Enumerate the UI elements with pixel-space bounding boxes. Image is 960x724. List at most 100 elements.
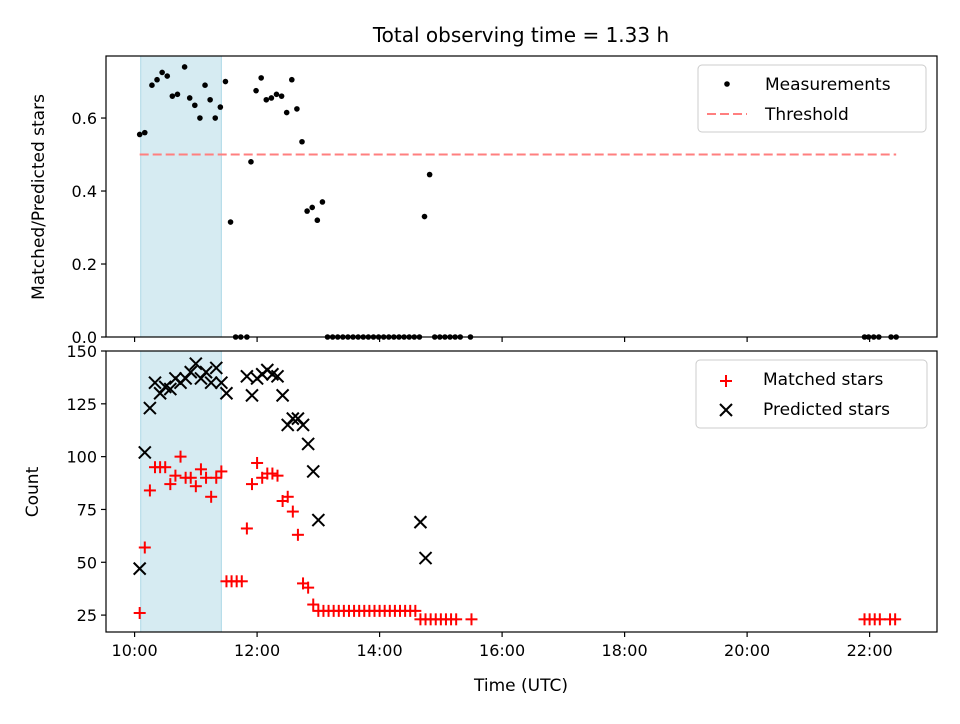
matched-point xyxy=(271,469,284,482)
matched-point xyxy=(215,465,228,478)
y-tick-label: 150 xyxy=(66,342,97,361)
predicted-point xyxy=(306,464,320,479)
measurement-point xyxy=(294,106,300,112)
matched-point xyxy=(164,478,177,491)
matched-point xyxy=(169,469,182,482)
y-tick-label: 0.0 xyxy=(72,328,97,347)
y-tick-label: 100 xyxy=(66,448,97,467)
matched-point xyxy=(143,484,156,497)
measurement-point xyxy=(217,104,224,110)
measurement-point xyxy=(169,93,176,99)
measurement-point xyxy=(263,96,270,103)
matched-point xyxy=(286,505,299,518)
predicted-point xyxy=(296,418,310,432)
top-y-axis: 0.0 0.2 0.4 0.6 xyxy=(72,109,106,347)
top-panel: 0.0 0.2 0.4 0.6 Total observing time = 1.33… xyxy=(29,23,938,347)
measurement-point xyxy=(222,78,229,85)
legend-predicted-icon xyxy=(719,403,733,417)
predicted-point xyxy=(219,386,234,400)
predicted-point xyxy=(132,561,147,576)
y-tick-label: 125 xyxy=(66,395,97,414)
measurement-point xyxy=(273,91,280,98)
predicted-point xyxy=(413,515,428,529)
legend-predicted-label: Predicted stars xyxy=(763,400,890,420)
measurement-point xyxy=(421,213,428,220)
x-tick-label: 20:00 xyxy=(724,641,770,660)
bottom-x-label: Time (UTC) xyxy=(473,676,568,696)
matched-point xyxy=(465,613,478,626)
matched-point xyxy=(205,490,218,503)
x-tick-label: 10:00 xyxy=(112,641,158,660)
predicted-point xyxy=(214,375,229,390)
matched-point xyxy=(251,456,264,469)
matched-point xyxy=(266,467,279,480)
predicted-point xyxy=(199,365,213,379)
measurement-point xyxy=(212,115,219,121)
measurement-point xyxy=(202,82,208,88)
legend-matched-icon xyxy=(720,375,732,387)
predicted-point xyxy=(418,551,433,565)
measurement-point xyxy=(141,129,148,136)
matched-point xyxy=(302,581,315,594)
top-shaded-span xyxy=(140,55,222,338)
top-legend: Measurements Threshold xyxy=(697,64,927,133)
legend-matched-label: Matched stars xyxy=(763,370,883,390)
y-tick-label: 75 xyxy=(77,500,97,519)
matched-point xyxy=(245,478,258,491)
measurement-point xyxy=(426,171,433,178)
measurement-point xyxy=(299,138,305,145)
top-y-label: Matched/Predicted stars xyxy=(29,94,49,300)
matched-point xyxy=(450,613,463,626)
measurement-point xyxy=(289,76,295,83)
matched-point xyxy=(138,541,151,554)
matched-point xyxy=(281,490,294,503)
predicted-point xyxy=(245,388,259,403)
matched-point xyxy=(235,575,248,588)
predicted-point xyxy=(204,375,218,390)
measurement-point xyxy=(309,204,316,211)
x-tick-label: 18:00 xyxy=(602,641,648,660)
measurement-point xyxy=(268,95,275,101)
top-legend-box xyxy=(697,64,927,133)
matched-point xyxy=(210,471,223,484)
y-tick-label: 0.6 xyxy=(72,109,97,128)
matched-point xyxy=(194,463,207,476)
matched-point xyxy=(159,461,172,474)
bottom-legend: Matched stars Predicted stars xyxy=(695,359,928,429)
predicted-point xyxy=(275,388,290,403)
legend-threshold-label: Threshold xyxy=(764,105,849,125)
predicted-point xyxy=(209,361,223,375)
predicted-point xyxy=(184,365,198,379)
y-tick-label: 25 xyxy=(77,606,97,625)
predicted-point xyxy=(138,445,152,460)
measurement-point xyxy=(278,93,285,99)
predicted-point xyxy=(286,411,300,426)
measurement-point xyxy=(227,219,234,225)
bottom-panel: 25 50 75 100 125 150 10:00 12:00 14:00 16:00 18:0… xyxy=(23,342,938,696)
matched-point xyxy=(873,613,886,626)
measurement-point xyxy=(174,91,181,98)
measurement-point xyxy=(197,115,203,121)
y-tick-label: 0.2 xyxy=(72,255,97,274)
measurement-point xyxy=(283,109,290,116)
measurement-point xyxy=(164,73,171,79)
matched-point xyxy=(291,528,304,541)
measurement-point xyxy=(159,69,165,76)
bottom-shaded-span xyxy=(140,350,222,633)
measurement-point xyxy=(304,208,310,214)
top-x-axis xyxy=(133,337,871,342)
bottom-plot-frame xyxy=(105,350,938,633)
y-tick-label: 50 xyxy=(77,553,97,572)
legend-measurements-label: Measurements xyxy=(765,75,891,95)
predicted-point xyxy=(240,369,254,384)
measurement-point xyxy=(136,131,143,138)
matched-point xyxy=(240,522,253,535)
bottom-y-axis: 25 50 75 100 125 150 xyxy=(66,342,106,625)
matched-point xyxy=(200,471,213,484)
measurement-point xyxy=(207,96,213,103)
x-tick-label: 16:00 xyxy=(479,641,525,660)
measurement-point xyxy=(319,199,326,205)
measurement-point xyxy=(253,87,259,94)
matched-point xyxy=(174,450,187,463)
